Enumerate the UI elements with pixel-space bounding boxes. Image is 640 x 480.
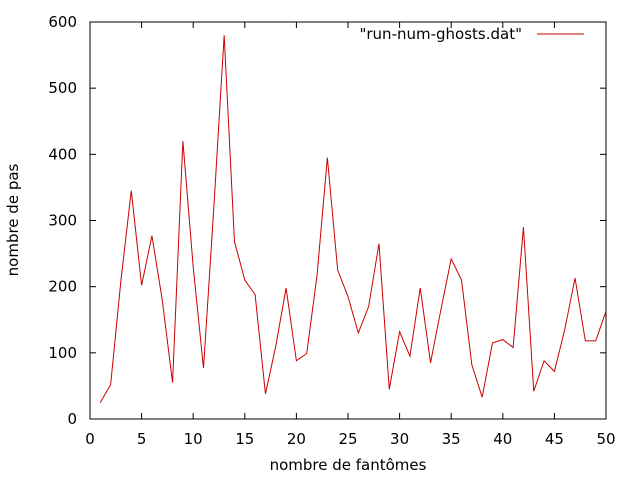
y-tick-label: 100: [48, 344, 77, 362]
legend: "run-num-ghosts.dat": [359, 25, 584, 43]
y-axis-label: nombre de pas: [4, 163, 22, 276]
x-tick-label: 25: [338, 430, 357, 448]
plot-frame: [89, 21, 607, 420]
series-line-run-num-ghosts: [99, 35, 607, 403]
x-tick-label: 50: [596, 430, 615, 448]
x-tick-label: 5: [137, 430, 147, 448]
y-tick-label: 400: [48, 145, 77, 163]
x-tick-label: 20: [287, 430, 306, 448]
x-axis-label: nombre de fantômes: [270, 456, 427, 474]
y-tick-label: 500: [48, 79, 77, 97]
x-tick-label: 10: [184, 430, 203, 448]
x-tick-label: 15: [235, 430, 254, 448]
y-tick-label: 0: [67, 410, 77, 428]
y-tick-label: 600: [48, 13, 77, 31]
x-tick-label: 35: [442, 430, 461, 448]
y-tick-label: 300: [48, 212, 77, 230]
legend-label: "run-num-ghosts.dat": [359, 25, 522, 43]
x-tick-label: 0: [85, 430, 95, 448]
x-tick-label: 30: [390, 430, 409, 448]
y-tick-label: 200: [48, 278, 77, 296]
x-tick-label: 40: [493, 430, 512, 448]
x-tick-label: 45: [545, 430, 564, 448]
